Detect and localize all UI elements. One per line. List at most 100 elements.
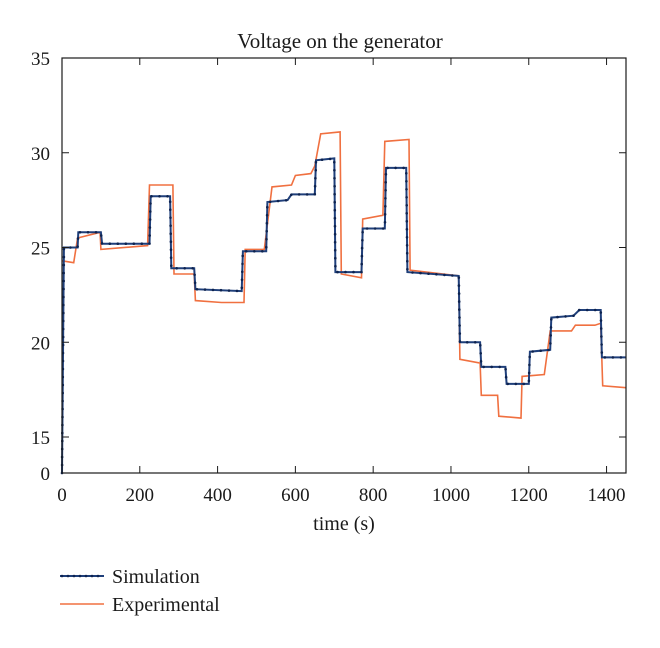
- simulation-marker: [479, 344, 482, 347]
- simulation-marker: [365, 227, 369, 230]
- x-tick-label: 0: [57, 485, 67, 506]
- simulation-marker: [268, 200, 272, 204]
- simulation-marker: [457, 284, 461, 287]
- simulation-marker: [195, 288, 199, 291]
- simulation-marker: [585, 308, 589, 312]
- simulation-marker: [384, 205, 387, 208]
- experimental-series-line: [61, 131, 627, 419]
- simulation-marker: [149, 210, 152, 213]
- simulation-marker: [241, 262, 244, 266]
- simulation-marker: [62, 279, 65, 283]
- simulation-marker: [227, 289, 231, 292]
- chart-title: Voltage on the generator: [237, 29, 442, 53]
- simulation-marker: [600, 351, 604, 354]
- simulation-marker: [383, 213, 387, 216]
- simulation-marker: [265, 245, 268, 249]
- simulation-marker: [305, 193, 309, 196]
- legend-simulation-marker: [66, 574, 70, 578]
- simulation-marker: [600, 335, 603, 338]
- simulation-marker: [360, 262, 364, 266]
- simulation-marker: [361, 230, 364, 234]
- simulation-marker: [405, 236, 409, 239]
- legend-simulation-marker: [90, 574, 94, 578]
- simulation-marker: [175, 267, 178, 270]
- simulation-marker: [261, 250, 264, 253]
- y-tick-label: 35: [31, 49, 50, 70]
- legend: Simulation Experimental: [60, 566, 220, 616]
- simulation-marker: [333, 208, 337, 212]
- simulation-marker: [333, 160, 336, 164]
- simulation-marker: [482, 365, 486, 369]
- y-tick-label: 15: [31, 428, 50, 449]
- x-tick-label: 1400: [588, 485, 626, 506]
- simulation-series-line: [61, 157, 626, 474]
- simulation-marker: [333, 216, 337, 220]
- simulation-marker: [479, 352, 483, 355]
- simulation-marker: [360, 246, 364, 250]
- simulation-marker: [599, 327, 603, 330]
- simulation-marker: [352, 270, 355, 274]
- simulation-marker: [504, 375, 508, 379]
- simulation-marker: [140, 242, 144, 245]
- legend-experimental-label: Experimental: [112, 594, 220, 616]
- simulation-marker: [235, 289, 239, 293]
- simulation-marker: [405, 228, 409, 231]
- simulation-marker: [334, 256, 337, 260]
- simulation-marker: [406, 259, 409, 263]
- simulation-marker: [69, 246, 72, 249]
- simulation-marker: [458, 340, 462, 343]
- simulation-marker: [504, 367, 507, 371]
- simulation-marker: [148, 234, 151, 237]
- simulation-marker: [465, 341, 469, 344]
- simulation-marker: [527, 379, 531, 383]
- simulation-marker: [314, 176, 317, 180]
- x-tick-label: 400: [203, 485, 232, 506]
- simulation-marker: [490, 365, 494, 369]
- simulation-marker: [599, 311, 603, 314]
- simulation-marker: [169, 224, 172, 227]
- simulation-marker: [479, 360, 483, 363]
- simulation-marker: [62, 287, 65, 291]
- simulation-marker: [599, 319, 603, 322]
- simulation-marker: [191, 267, 194, 270]
- simulation-marker: [451, 274, 454, 277]
- simulation-marker: [458, 316, 461, 319]
- simulation-marker: [600, 343, 603, 346]
- simulation-marker: [148, 242, 151, 245]
- simulation-marker: [384, 181, 388, 184]
- simulation-marker: [549, 326, 553, 329]
- simulation-marker: [333, 248, 337, 252]
- legend-simulation-marker: [72, 574, 76, 578]
- simulation-marker: [381, 227, 385, 230]
- simulation-marker: [333, 240, 337, 244]
- simulation-marker: [149, 202, 152, 205]
- simulation-marker: [406, 267, 409, 271]
- simulation-marker: [241, 270, 244, 274]
- simulation-marker: [572, 314, 575, 318]
- simulation-marker: [386, 166, 389, 170]
- simulation-marker: [313, 184, 317, 188]
- simulation-marker: [193, 281, 197, 285]
- simulation-marker: [62, 255, 66, 259]
- simulation-marker: [169, 208, 172, 211]
- x-axis: 0 200 400 600 800 1000 1200 1400: [57, 58, 626, 506]
- simulation-marker: [265, 229, 269, 233]
- simulation-marker: [405, 196, 408, 199]
- simulation-marker: [314, 168, 318, 172]
- simulation-marker: [336, 270, 339, 274]
- simulation-marker: [344, 270, 347, 274]
- simulation-marker: [290, 193, 293, 197]
- simulation-marker: [170, 264, 173, 268]
- simulation-marker: [394, 166, 397, 170]
- simulation-marker: [498, 365, 502, 369]
- simulation-marker: [333, 232, 337, 236]
- simulation-marker: [531, 350, 534, 353]
- simulation-marker: [402, 166, 405, 170]
- simulation-marker: [100, 242, 104, 245]
- simulation-marker: [245, 250, 248, 253]
- simulation-marker: [593, 308, 597, 312]
- simulation-marker: [169, 216, 172, 219]
- plot-frame: [61, 57, 627, 474]
- simulation-marker: [62, 247, 66, 251]
